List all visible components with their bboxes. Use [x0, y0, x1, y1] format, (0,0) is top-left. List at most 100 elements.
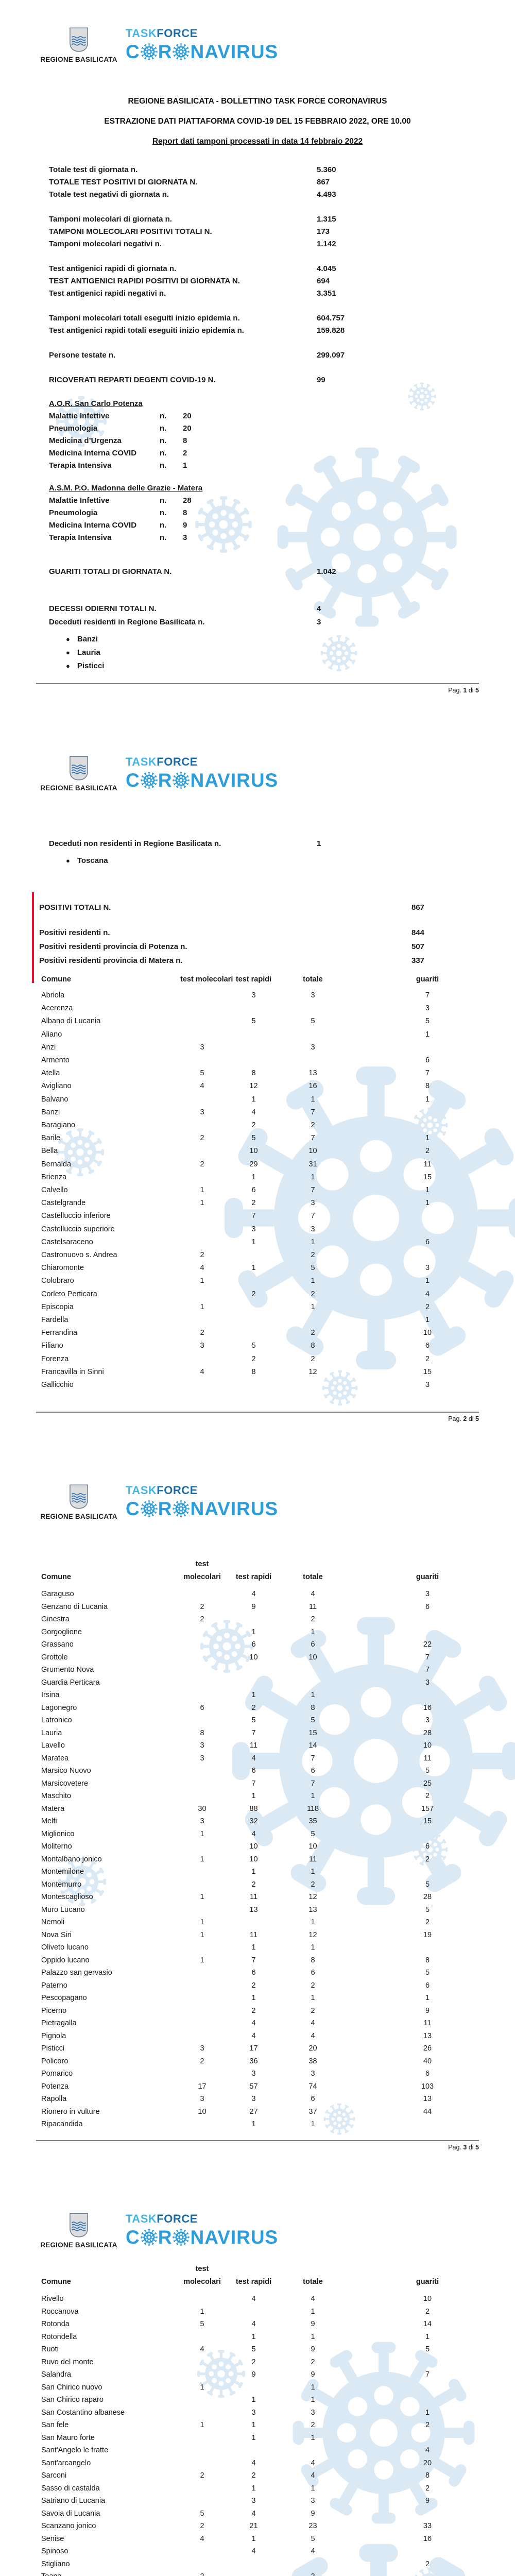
- cell-value: 5: [311, 2534, 315, 2543]
- table-row: Bella 10 10 2: [41, 1145, 512, 1158]
- cell-value: 2: [311, 1354, 315, 1363]
- cell-value: 1: [425, 1277, 430, 1285]
- cell-comune: Matera: [41, 1804, 65, 1813]
- cell-comune: Corleto Perticara: [41, 1290, 97, 1298]
- virus-icon: [141, 1500, 158, 1517]
- cell-value: [180, 1093, 224, 1106]
- cell-comune: Satriano di Lucania: [41, 2497, 106, 2505]
- stat-label: DECESSI ODIERNI TOTALI N.: [49, 604, 157, 613]
- cell-value: 28: [423, 1893, 432, 1901]
- cell-value: 1: [425, 1186, 430, 1195]
- cell-value: 5: [311, 1829, 315, 1838]
- taskforce-logo: TASKFORCE C R NAVIRUS: [126, 755, 278, 790]
- cell-comune: Banzi: [41, 1108, 60, 1116]
- spacer: [49, 362, 399, 374]
- table-row: Barile 2 5 7 1: [41, 1132, 512, 1145]
- cell-value: 1: [311, 2332, 315, 2341]
- page-footer: Pag. 2 di 5: [36, 1412, 479, 1422]
- cell-comune: Aliano: [41, 1030, 62, 1039]
- cell-value: 4: [311, 2019, 315, 2027]
- column-header: Comune: [41, 975, 71, 984]
- region-label: REGIONE BASILICATA: [40, 2241, 117, 2249]
- stat-row: Tamponi molecolari totali eseguiti inizi…: [49, 312, 399, 325]
- cell-comune: Ruoti: [41, 2345, 59, 2353]
- cell-comune: Montemurro: [41, 1880, 82, 1889]
- cell-value: 12: [308, 1893, 317, 1901]
- column-header: guariti: [416, 975, 439, 984]
- table-row: Potenza 17 57 74 103: [41, 2080, 512, 2093]
- table-row: Ruvo del monte 2 2: [41, 2356, 512, 2369]
- cell-value: 2: [251, 1981, 256, 1990]
- task-text: TASK: [126, 27, 157, 40]
- cell-value: 1: [200, 2307, 204, 2316]
- cell-comune: Castelgrande: [41, 1199, 86, 1208]
- cell-comune: Policoro: [41, 2057, 68, 2065]
- table-row: Abriola 3 3 7: [41, 989, 512, 1002]
- cell-value: 37: [308, 2107, 317, 2116]
- ward-row: Malattie Infettive n. 28: [49, 495, 399, 507]
- cell-value: 1: [251, 2484, 256, 2493]
- cell-value: 7: [425, 1069, 430, 1078]
- stat-label: Tamponi molecolari negativi n.: [49, 240, 162, 248]
- cell-value: [180, 1777, 224, 1790]
- ward-value: 2: [183, 449, 187, 457]
- cell-value: [342, 1689, 512, 1702]
- cell-value: [180, 1626, 224, 1639]
- cell-value: [180, 2406, 224, 2419]
- cell-value: 1: [311, 1691, 315, 1699]
- cell-value: 8: [311, 1956, 315, 1964]
- column-header: test molecolari: [183, 2265, 221, 2286]
- table-row: San Costantino albanese 3 3 1: [41, 2406, 512, 2419]
- cell-value: 1: [311, 2307, 315, 2316]
- footer-page-label: di: [467, 2144, 476, 2151]
- column-header: guariti: [416, 1572, 439, 1581]
- ward-value: 3: [183, 533, 187, 542]
- cell-value: 26: [423, 2044, 432, 2053]
- table-row: Lavello 3 11 14 10: [41, 1739, 512, 1752]
- cell-comune: Maschito: [41, 1792, 72, 1800]
- cell-value: 2: [311, 1329, 315, 1337]
- cell-comune: Rivello: [41, 2295, 64, 2303]
- coronavirus-letter: C: [126, 41, 140, 62]
- cell-value: 1: [251, 2332, 256, 2341]
- stat-row: Test antigenici rapidi di giornata n. 4.0…: [49, 263, 399, 275]
- stat-row: TAMPONI MOLECOLARI POSITIVI TOTALI N. 173: [49, 226, 399, 238]
- table-row: Banzi 3 4 7: [41, 1106, 512, 1119]
- cell-comune: Episcopia: [41, 1302, 74, 1311]
- positives-row: POSITIVI TOTALI N. 867: [39, 901, 456, 914]
- cell-value: 38: [308, 2057, 317, 2065]
- cell-comune: Ripacandida: [41, 2120, 83, 2128]
- cell-value: 5: [200, 1069, 204, 1078]
- footer-page-label: di: [467, 1415, 476, 1422]
- header-logo: REGIONE BASILICATA TASKFORCE C R NAVIRUS: [40, 27, 278, 63]
- table-row: Rotonda 5 4 9 14: [41, 2318, 512, 2331]
- cell-value: [283, 2558, 342, 2571]
- cell-value: 7: [425, 1653, 430, 1662]
- cell-value: [180, 1288, 224, 1301]
- stat-row: Test antigenici rapidi totali eseguiti i…: [49, 325, 399, 337]
- table-row: Oppido lucano 1 7 8 8: [41, 1954, 512, 1967]
- table-row: Lagonegro 6 2 8 16: [41, 1702, 512, 1715]
- cell-value: 3: [251, 991, 256, 999]
- cell-value: 13: [249, 1905, 258, 1914]
- table-row: Policoro 2 36 38 40: [41, 2055, 512, 2068]
- page-footer: Pag. 3 di 5: [36, 2140, 479, 2151]
- cell-comune: Maratea: [41, 1754, 69, 1762]
- cell-value: 2: [251, 1703, 256, 1712]
- cell-value: 4: [311, 2031, 315, 2040]
- region-logo: REGIONE BASILICATA: [40, 1484, 117, 1520]
- column-header: totale: [303, 1572, 323, 1581]
- cell-value: 7: [311, 1186, 315, 1195]
- cell-value: [224, 2306, 283, 2318]
- table-row: Pomarico 3 3 6: [41, 2067, 512, 2080]
- taskforce-wordmark: TASKFORCE: [126, 28, 278, 39]
- region-logo: REGIONE BASILICATA: [40, 27, 117, 63]
- cell-value: 2: [251, 2358, 256, 2366]
- deaths-daily-row: DECESSI ODIERNI TOTALI N. 4: [49, 603, 399, 615]
- cell-value: [180, 1878, 224, 1891]
- cell-value: [180, 2293, 224, 2306]
- taskforce-wordmark: TASKFORCE: [126, 756, 278, 768]
- cell-comune: Lauria: [41, 1728, 62, 1737]
- cell-value: 12: [308, 1930, 317, 1939]
- cell-value: 5: [251, 1134, 256, 1143]
